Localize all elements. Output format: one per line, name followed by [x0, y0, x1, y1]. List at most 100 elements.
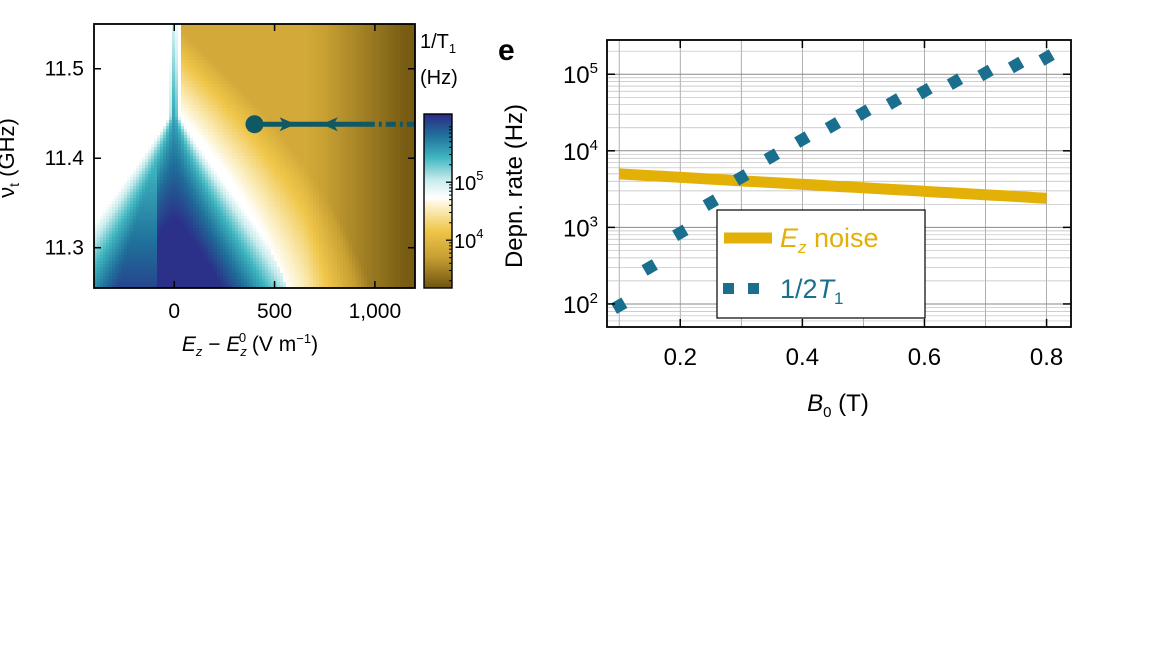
- heatmap-cell: [364, 147, 368, 151]
- heatmap-cell: [205, 108, 209, 112]
- heatmap-cell: [397, 72, 401, 76]
- heatmap-cell: [235, 87, 239, 91]
- heatmap-cell: [106, 138, 110, 142]
- heatmap-cell: [238, 102, 242, 106]
- heatmap-cell: [319, 69, 323, 73]
- heatmap-cell: [142, 78, 146, 82]
- heatmap-cell: [340, 81, 344, 85]
- heatmap-cell: [199, 159, 203, 163]
- heatmap-cell: [244, 117, 248, 121]
- heatmap-cell: [232, 144, 236, 148]
- heatmap-cell: [130, 105, 134, 109]
- heatmap-cell: [181, 84, 185, 88]
- heatmap-cell: [229, 162, 233, 166]
- heatmap-cell: [292, 135, 296, 139]
- heatmap-cell: [367, 45, 371, 49]
- heatmap-cell: [271, 42, 275, 46]
- heatmap-cell: [136, 147, 140, 151]
- heatmap-cell: [409, 105, 413, 109]
- heatmap-cell: [286, 111, 290, 115]
- heatmap-cell: [148, 45, 152, 49]
- heatmap-cell: [313, 141, 317, 145]
- heatmap-cell: [127, 144, 131, 148]
- heatmap-cell: [316, 93, 320, 97]
- heatmap-cell: [364, 93, 368, 97]
- heatmap-cell: [403, 66, 407, 70]
- heatmap-cell: [169, 117, 173, 121]
- heatmap-cell: [181, 123, 185, 127]
- heatmap-cell: [295, 150, 299, 154]
- heatmap-cell: [391, 33, 395, 37]
- heatmap-cell: [211, 111, 215, 115]
- heatmap-cell: [412, 147, 415, 151]
- heatmap-cell: [301, 33, 305, 37]
- heatmap-cell: [223, 111, 227, 115]
- heatmap-cell: [202, 48, 206, 52]
- heatmap-cell: [295, 48, 299, 52]
- heatmap-cell: [370, 30, 374, 34]
- heatmap-cell: [205, 117, 209, 121]
- heatmap-cell: [253, 138, 257, 142]
- heatmap-cell: [313, 117, 317, 121]
- heatmap-cell: [412, 114, 415, 118]
- heatmap-cell: [292, 66, 296, 70]
- heatmap-cell: [238, 135, 242, 139]
- heatmap-cell: [106, 153, 110, 157]
- heatmap-cell: [406, 72, 410, 76]
- heatmap-cell: [379, 102, 383, 106]
- heatmap-cell: [340, 129, 344, 133]
- heatmap-cell: [196, 144, 200, 148]
- heatmap-cell: [403, 93, 407, 97]
- heatmap-cell: [349, 66, 353, 70]
- heatmap-cell: [103, 87, 107, 91]
- heatmap-cell: [277, 141, 281, 145]
- heatmap-cell: [409, 144, 413, 148]
- heatmap-cell: [112, 87, 116, 91]
- heatmap-cell: [382, 24, 386, 28]
- heatmap-cell: [127, 159, 131, 163]
- heatmap-cell: [109, 102, 113, 106]
- heatmap-cell: [283, 162, 287, 166]
- heatmap-cell: [196, 123, 200, 127]
- heatmap-cell: [406, 153, 410, 157]
- heatmap-cell: [247, 51, 251, 55]
- heatmap-cell: [235, 93, 239, 97]
- heatmap-cell: [163, 60, 167, 64]
- heatmap-cell: [178, 93, 182, 97]
- heatmap-cell: [160, 84, 164, 88]
- heatmap-cell: [97, 30, 101, 34]
- heatmap-cell: [313, 108, 317, 112]
- heatmap-cell: [397, 84, 401, 88]
- heatmap-cell: [400, 141, 404, 145]
- heatmap-cell: [385, 84, 389, 88]
- heatmap-cell: [400, 93, 404, 97]
- heatmap-cell: [274, 51, 278, 55]
- heatmap-cell: [283, 63, 287, 67]
- heatmap-cell: [94, 141, 98, 145]
- heatmap-cell: [400, 114, 404, 118]
- heatmap-cell: [100, 87, 104, 91]
- heatmap-cell: [337, 84, 341, 88]
- heatmap-cell: [268, 51, 272, 55]
- heatmap-cell: [298, 159, 302, 163]
- heatmap-cell: [208, 144, 212, 148]
- heatmap-cell: [163, 45, 167, 49]
- heatmap-cell: [94, 150, 98, 154]
- heatmap-cell: [181, 72, 185, 76]
- heatmap-cell: [118, 42, 122, 46]
- heatmap-cell: [343, 33, 347, 37]
- heatmap-cell: [385, 93, 389, 97]
- heatmap-cell: [349, 57, 353, 61]
- heatmap-cell: [151, 132, 155, 136]
- heatmap-cell: [271, 159, 275, 163]
- heatmap-cell: [229, 39, 233, 43]
- heatmap-cell: [409, 150, 413, 154]
- heatmap-cell: [172, 150, 176, 154]
- heatmap-cell: [403, 102, 407, 106]
- heatmap-cell: [103, 78, 107, 82]
- heatmap-cell: [379, 99, 383, 103]
- heatmap-cell: [130, 57, 134, 61]
- heatmap-cell: [250, 45, 254, 49]
- heatmap-cell: [310, 129, 314, 133]
- heatmap-cell: [190, 39, 194, 43]
